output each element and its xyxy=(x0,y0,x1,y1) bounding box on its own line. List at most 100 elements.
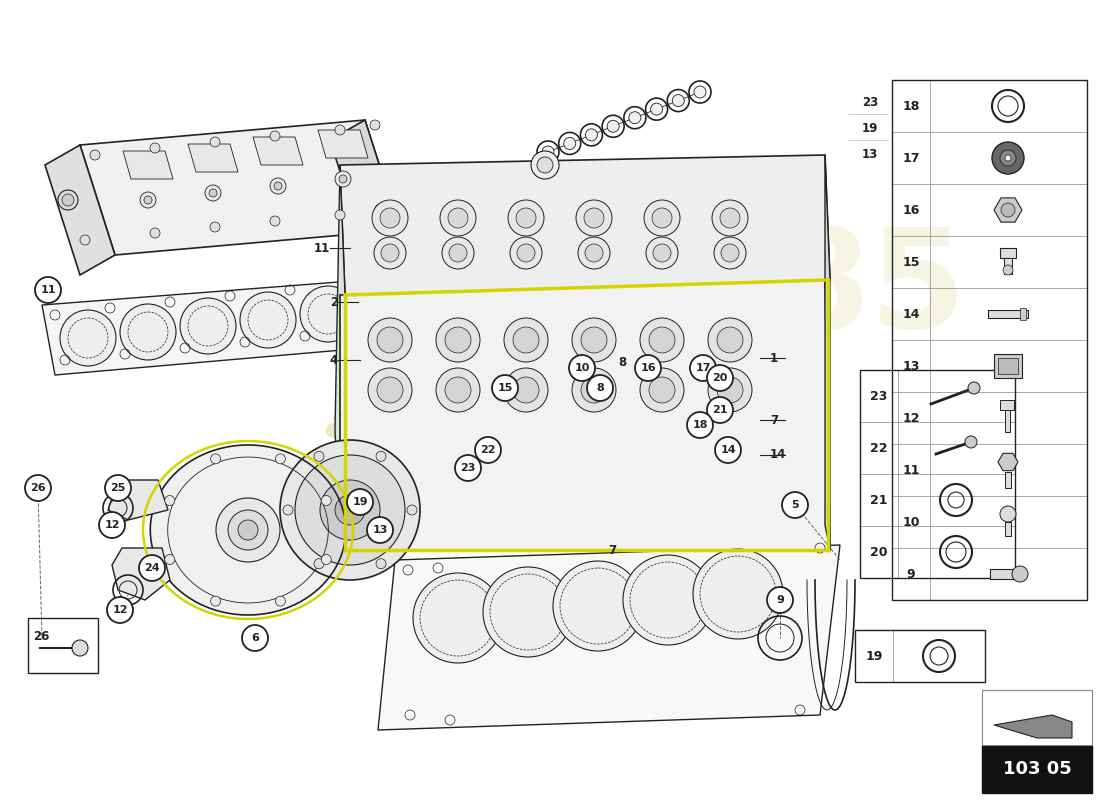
Text: 25: 25 xyxy=(110,483,125,493)
Text: 20: 20 xyxy=(870,546,888,558)
Text: 17: 17 xyxy=(695,363,711,373)
Bar xyxy=(855,630,984,682)
Polygon shape xyxy=(330,120,400,250)
Circle shape xyxy=(1003,265,1013,275)
Circle shape xyxy=(150,143,160,153)
Circle shape xyxy=(587,375,613,401)
Bar xyxy=(982,690,1092,745)
Polygon shape xyxy=(80,120,400,255)
Circle shape xyxy=(120,304,176,360)
Text: 14: 14 xyxy=(770,449,786,462)
Circle shape xyxy=(483,567,573,657)
Circle shape xyxy=(346,489,373,515)
Circle shape xyxy=(320,480,379,540)
Circle shape xyxy=(210,137,220,147)
Circle shape xyxy=(275,596,285,606)
Circle shape xyxy=(584,208,604,228)
Circle shape xyxy=(446,327,471,353)
Text: 6: 6 xyxy=(251,633,258,643)
Text: 15: 15 xyxy=(497,383,513,393)
Circle shape xyxy=(635,355,661,381)
Text: 10: 10 xyxy=(574,363,590,373)
Text: 26: 26 xyxy=(30,483,46,493)
Circle shape xyxy=(270,178,286,194)
Text: 22: 22 xyxy=(870,442,888,454)
Circle shape xyxy=(569,355,595,381)
Text: 19: 19 xyxy=(861,122,878,134)
Circle shape xyxy=(782,492,808,518)
Text: 19: 19 xyxy=(866,650,882,662)
Circle shape xyxy=(209,189,217,197)
Circle shape xyxy=(368,368,412,412)
Text: 10: 10 xyxy=(902,515,920,529)
Text: 21: 21 xyxy=(870,494,888,506)
Bar xyxy=(998,358,1018,374)
Circle shape xyxy=(144,196,152,204)
Circle shape xyxy=(412,573,503,663)
Circle shape xyxy=(968,382,980,394)
Polygon shape xyxy=(123,151,173,179)
Circle shape xyxy=(140,192,156,208)
Polygon shape xyxy=(188,144,238,172)
Circle shape xyxy=(367,517,393,543)
Circle shape xyxy=(99,512,125,538)
Circle shape xyxy=(376,451,386,462)
Circle shape xyxy=(407,505,417,515)
Circle shape xyxy=(283,505,293,515)
Bar xyxy=(1000,400,1014,410)
Circle shape xyxy=(504,368,548,412)
Circle shape xyxy=(623,555,713,645)
Text: 20: 20 xyxy=(713,373,728,383)
Circle shape xyxy=(62,194,74,206)
Text: 23: 23 xyxy=(870,390,888,402)
Polygon shape xyxy=(318,130,368,158)
Circle shape xyxy=(572,368,616,412)
Bar xyxy=(1004,258,1012,274)
Circle shape xyxy=(336,495,365,525)
Bar xyxy=(994,354,1022,378)
Text: 19: 19 xyxy=(352,497,367,507)
Circle shape xyxy=(707,365,733,391)
Bar xyxy=(1005,472,1011,488)
Circle shape xyxy=(767,587,793,613)
Polygon shape xyxy=(108,480,168,520)
Polygon shape xyxy=(998,454,1018,470)
Text: 103 05: 103 05 xyxy=(1002,760,1071,778)
Circle shape xyxy=(578,237,610,269)
Bar xyxy=(982,745,1092,793)
Circle shape xyxy=(585,129,597,141)
Circle shape xyxy=(436,318,480,362)
Text: 26: 26 xyxy=(33,630,50,643)
Circle shape xyxy=(150,228,160,238)
Text: 21: 21 xyxy=(713,405,728,415)
Text: 8: 8 xyxy=(596,383,604,393)
Bar xyxy=(990,569,1018,579)
Circle shape xyxy=(314,558,324,569)
Circle shape xyxy=(513,377,539,403)
Text: 13: 13 xyxy=(862,149,878,162)
Bar xyxy=(1005,410,1010,432)
Bar xyxy=(1020,308,1026,320)
Circle shape xyxy=(321,495,331,506)
Bar xyxy=(1005,522,1011,536)
Circle shape xyxy=(205,185,221,201)
Polygon shape xyxy=(994,198,1022,222)
Circle shape xyxy=(336,210,345,220)
Text: 8: 8 xyxy=(618,355,626,369)
Circle shape xyxy=(270,131,280,141)
Circle shape xyxy=(714,237,746,269)
Circle shape xyxy=(35,277,60,303)
Circle shape xyxy=(1012,566,1028,582)
Circle shape xyxy=(104,475,131,501)
Circle shape xyxy=(139,555,165,581)
Text: 16: 16 xyxy=(902,203,920,217)
Circle shape xyxy=(690,355,716,381)
Circle shape xyxy=(649,327,675,353)
Polygon shape xyxy=(42,278,400,375)
Circle shape xyxy=(717,327,743,353)
Circle shape xyxy=(339,175,346,183)
Polygon shape xyxy=(253,137,302,165)
Circle shape xyxy=(368,318,412,362)
Circle shape xyxy=(531,151,559,179)
Circle shape xyxy=(381,244,399,262)
